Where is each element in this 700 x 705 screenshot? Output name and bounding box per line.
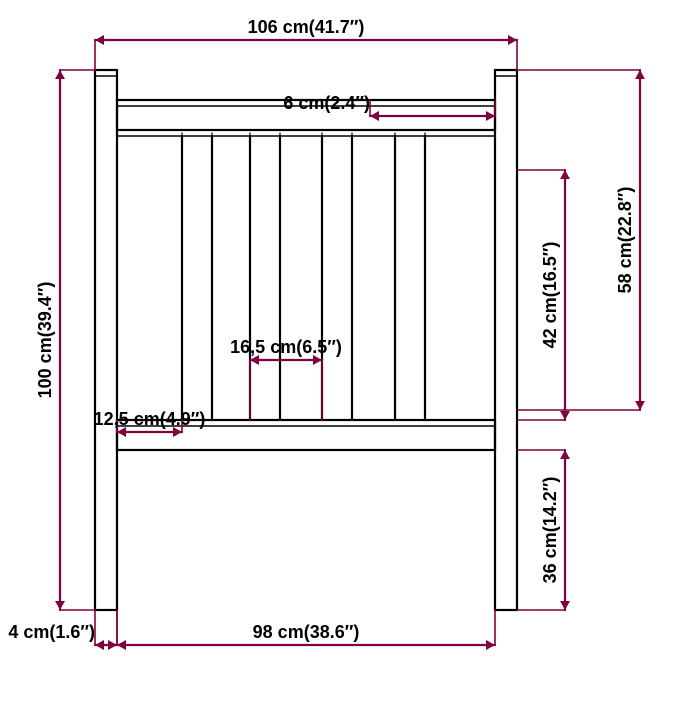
dim-label-d106: 106 cm(41.7″) — [248, 17, 365, 38]
dim-label-d4: 4 cm(1.6″) — [8, 622, 95, 643]
dim-label-d100: 100 cm(39.4″) — [35, 282, 56, 399]
dim-label-d58: 58 cm(22.8″) — [615, 187, 636, 294]
dim-label-d98: 98 cm(38.6″) — [253, 622, 360, 643]
dim-label-d165: 16,5 cm(6.5″) — [230, 337, 342, 358]
dim-label-d42: 42 cm(16.5″) — [540, 242, 561, 349]
dim-label-d6: 6 cm(2.4″) — [283, 93, 370, 114]
diagram-stage: 106 cm(41.7″) 6 cm(2.4″) 16,5 cm(6.5″) 12,5… — [0, 0, 700, 700]
dim-label-d36: 36 cm(14.2″) — [540, 477, 561, 584]
dim-label-d125: 12,5 cm(4.9″) — [94, 409, 206, 430]
